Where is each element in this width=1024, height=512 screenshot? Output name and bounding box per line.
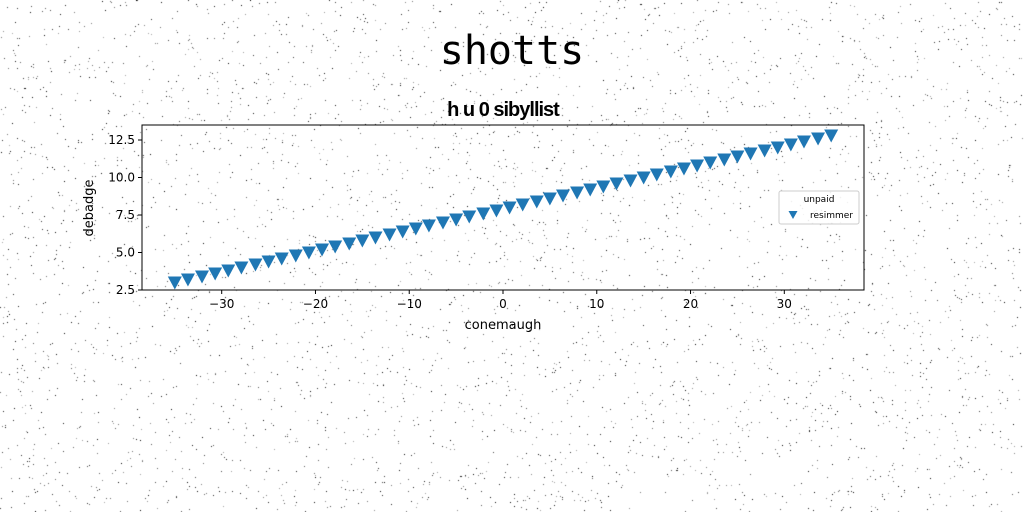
data-point: [703, 156, 718, 170]
data-point: [636, 171, 651, 185]
data-point: [676, 162, 691, 176]
data-point: [770, 141, 785, 155]
data-points: [167, 129, 839, 290]
y-tick-label: 7.5: [116, 208, 135, 222]
data-point: [435, 216, 450, 230]
data-point: [730, 150, 745, 164]
data-point: [609, 177, 624, 191]
data-point: [583, 183, 598, 197]
x-tick-label: 0: [499, 297, 507, 311]
data-point: [811, 132, 826, 146]
data-point: [221, 264, 236, 278]
data-point: [261, 255, 276, 269]
data-point: [315, 243, 330, 257]
data-point: [542, 192, 557, 206]
data-point: [596, 180, 611, 194]
data-point: [757, 144, 772, 158]
data-point: [515, 198, 530, 212]
y-tick-label: 5.0: [116, 246, 135, 260]
data-point: [570, 186, 585, 200]
data-point: [167, 276, 182, 290]
data-point: [342, 237, 357, 251]
axis-ticks: −30 −20 −10 0 10 20 30 2.5 5.0 7.5 10.0 12.5: [108, 133, 792, 311]
data-point: [382, 228, 397, 242]
data-point: [355, 234, 370, 248]
legend-title: unpaid: [804, 195, 835, 205]
x-axis-label: conemaugh: [465, 318, 542, 333]
data-point: [328, 240, 343, 254]
data-point: [783, 138, 798, 152]
legend-box: [778, 190, 860, 225]
x-tick-label: 20: [683, 297, 698, 311]
data-point: [274, 252, 289, 266]
y-tick-label: 10.0: [108, 171, 135, 185]
y-tick-label: 12.5: [108, 133, 135, 147]
data-point: [743, 147, 758, 161]
data-point: [180, 273, 195, 287]
data-point: [489, 204, 504, 218]
x-tick-label: 10: [589, 297, 604, 311]
legend: unpaid resimmer: [778, 190, 860, 225]
data-point: [368, 231, 383, 245]
data-point: [796, 135, 811, 149]
data-point: [208, 267, 223, 281]
data-point: [248, 258, 263, 272]
data-point: [623, 174, 638, 188]
data-point: [288, 249, 303, 263]
data-point: [195, 270, 210, 284]
data-point: [717, 153, 732, 167]
data-point: [649, 168, 664, 182]
data-point: [476, 207, 491, 221]
data-point: [301, 246, 316, 260]
data-point: [449, 213, 464, 227]
data-point: [663, 165, 678, 179]
data-point: [502, 201, 517, 215]
legend-marker-icon: [788, 211, 798, 219]
legend-entry-resimmer: resimmer: [810, 211, 853, 221]
y-axis-label: debadge: [82, 180, 97, 237]
data-point: [462, 210, 477, 224]
plot-area-frame: [141, 124, 865, 291]
chart-title: h u 0 sibyllist: [447, 99, 560, 121]
data-point: [529, 195, 544, 209]
data-point: [690, 159, 705, 173]
data-point: [234, 261, 249, 275]
figure-suptitle: shotts: [439, 28, 585, 74]
data-point: [824, 129, 839, 143]
x-tick-label: −10: [397, 297, 422, 311]
data-point: [408, 222, 423, 236]
x-tick-label: 30: [777, 297, 792, 311]
y-tick-label: 2.5: [116, 283, 135, 297]
data-point: [421, 219, 436, 233]
data-point: [556, 189, 571, 203]
data-point: [395, 225, 410, 239]
x-tick-label: −30: [209, 297, 234, 311]
x-tick-label: −20: [303, 297, 328, 311]
